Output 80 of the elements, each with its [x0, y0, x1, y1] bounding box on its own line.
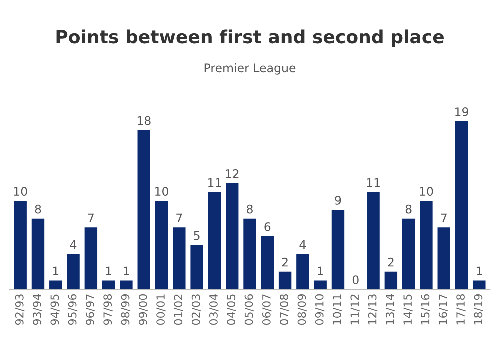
bar	[314, 280, 327, 290]
bar	[384, 272, 398, 290]
bar	[173, 228, 186, 290]
x-tick-label: 17/18	[456, 294, 466, 325]
x-tick-label: 10/11	[333, 294, 342, 325]
x-tick-label: 01/02	[174, 294, 184, 326]
data-label: 10	[14, 187, 28, 196]
data-label: 12	[226, 169, 239, 178]
x-tick-label: 13/14	[386, 294, 396, 325]
data-label: 10	[156, 187, 168, 196]
x-tick-label: 04/05	[227, 294, 236, 326]
data-label: 1	[318, 266, 324, 276]
x-tick-label: 97/98	[104, 294, 113, 326]
data-label: 7	[88, 214, 94, 222]
data-label: 2	[282, 258, 288, 267]
x-tick-label: 96/97	[86, 294, 96, 326]
data-label: 5	[194, 232, 200, 240]
bar	[367, 192, 380, 290]
x-tick-label: 92/93	[15, 294, 25, 326]
x-tick-label: 95/96	[68, 294, 78, 326]
bar	[473, 280, 486, 290]
data-label: 8	[35, 204, 42, 214]
data-label: 7	[176, 214, 182, 222]
x-tick-label: 00/01	[156, 294, 166, 326]
bar	[402, 218, 416, 290]
x-tick-label: 15/16	[421, 294, 431, 325]
data-label: 10	[420, 187, 434, 196]
bar	[332, 210, 345, 290]
bar	[420, 201, 433, 290]
bar	[67, 254, 80, 290]
data-label: 19	[456, 108, 468, 116]
x-tick-label: 98/99	[121, 294, 131, 326]
data-label: 8	[406, 204, 412, 214]
bar	[296, 254, 310, 290]
bar	[155, 201, 168, 290]
data-label: 4	[300, 240, 306, 249]
x-tick-label: 08/09	[298, 294, 308, 326]
bar	[278, 272, 292, 290]
data-label: 8	[247, 204, 253, 214]
bar	[190, 245, 204, 290]
bar	[244, 218, 256, 290]
bar	[32, 218, 45, 290]
bar	[438, 228, 450, 290]
bar	[14, 201, 27, 290]
x-tick-label: 05/06	[244, 294, 254, 326]
data-label: 9	[335, 196, 342, 205]
bar	[120, 280, 133, 290]
x-tick-label: 11/12	[350, 294, 360, 325]
x-tick-label: 06/07	[262, 294, 272, 326]
data-label: 1	[476, 266, 482, 276]
x-tick-label: 94/95	[50, 294, 60, 326]
data-label: 11	[367, 178, 380, 188]
x-tick-label: 03/04	[210, 294, 219, 326]
bar	[226, 183, 239, 290]
bar	[84, 228, 98, 290]
data-label: 6	[264, 222, 271, 232]
chart-subtitle: Premier League	[204, 63, 296, 75]
data-label: 0	[352, 276, 359, 285]
x-tick-label: 02/03	[192, 294, 202, 326]
bar	[138, 130, 150, 290]
x-tick-label: 14/15	[404, 294, 413, 325]
data-label: 1	[124, 266, 130, 276]
bar	[208, 192, 222, 290]
x-tick-label: 12/13	[368, 294, 378, 325]
data-label: 18	[138, 116, 151, 126]
bar	[455, 122, 468, 290]
x-tick-label: 16/17	[438, 294, 448, 325]
bar	[261, 236, 274, 290]
data-label: 4	[70, 240, 77, 249]
x-tick-label: 93/94	[33, 294, 42, 326]
x-tick-label: 18/19	[474, 294, 484, 325]
x-tick-label: 09/10	[315, 294, 325, 326]
data-label: 1	[53, 266, 59, 276]
data-label: 1	[106, 266, 112, 276]
data-label: 7	[441, 214, 447, 222]
data-label: 11	[208, 178, 222, 188]
data-label: 2	[388, 258, 394, 267]
chart-title: Points between first and second place	[56, 30, 444, 48]
x-tick-label: 99/00	[138, 294, 148, 326]
x-tick-label: 07/08	[280, 294, 290, 326]
